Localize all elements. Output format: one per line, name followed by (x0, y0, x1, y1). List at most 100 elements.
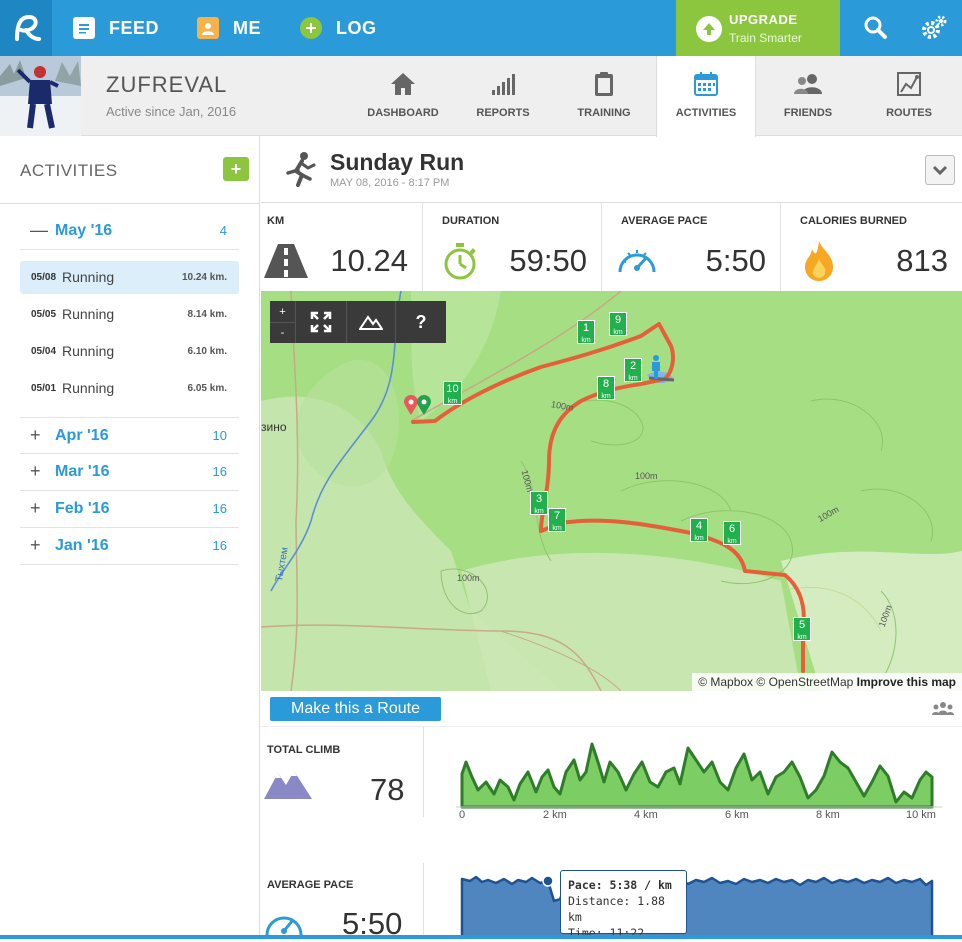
route-map[interactable]: зино Тыхтем 100m 100m 100m 100m 100m 100… (261, 291, 962, 691)
month-jan-16[interactable]: + Jan '16 16 (20, 528, 239, 565)
fullscreen-icon (310, 311, 332, 333)
stat-duration-label: DURATION (442, 215, 500, 227)
collapse-icon: — (30, 220, 48, 240)
activity-item[interactable]: 05/04 Running 6.10 km. (20, 335, 239, 368)
activity-item-selected[interactable]: 05/08 Running 10.24 km. (20, 261, 239, 294)
stat-distance-label: KM (267, 215, 285, 227)
nav-me[interactable]: ME (197, 0, 261, 56)
month-feb-16[interactable]: + Feb '16 16 (20, 491, 239, 528)
tab-reports-label: REPORTS (476, 107, 530, 119)
profile-since: Active since Jan, 2016 (106, 104, 237, 119)
axis-tick: 4 km (634, 809, 658, 821)
stat-calories-label: CALORIES BURNED (800, 215, 907, 227)
km-marker[interactable]: 10 km (443, 381, 462, 405)
km-marker[interactable]: 1 km (577, 320, 595, 344)
pace-chart (460, 875, 934, 939)
month-apr-16[interactable]: + Apr '16 10 (20, 417, 239, 454)
current-location-person-icon (652, 355, 660, 379)
month-label: Jan '16 (55, 537, 109, 554)
stat-calories: CALORIES BURNED 813 (781, 203, 962, 291)
finish-pin-icon (417, 395, 431, 415)
month-may-16[interactable]: — May '16 4 (20, 213, 239, 250)
nav-log-label: LOG (336, 17, 377, 38)
tab-dashboard-label: DASHBOARD (367, 107, 439, 119)
km-marker[interactable]: 6 km (723, 521, 741, 545)
arrow-up-icon (696, 16, 722, 42)
month-label: Apr '16 (55, 427, 109, 444)
pace-tooltip: Pace: 5:38 / km Distance: 1.88 km Time: … (560, 870, 687, 940)
add-activity-button[interactable]: + (223, 157, 249, 181)
tab-reports[interactable]: REPORTS (453, 56, 553, 136)
month-label: May '16 (55, 222, 113, 239)
map-help-button[interactable]: ? (415, 311, 427, 332)
tooltip-pace: Pace: 5:38 / km (568, 878, 672, 892)
fullscreen-button[interactable] (296, 301, 347, 343)
settings-gear-icon[interactable] (920, 14, 948, 42)
km-marker[interactable]: 3 km (530, 491, 548, 515)
nav-feed-label: FEED (109, 17, 160, 38)
km-marker[interactable]: 8 km (597, 376, 615, 400)
km-marker[interactable]: 5 km (793, 617, 811, 641)
axis-tick: 6 km (725, 809, 749, 821)
friends-icon (794, 74, 822, 94)
sidebar-title: ACTIVITIES (20, 161, 118, 180)
upgrade-button[interactable]: UPGRADE Train Smarter (676, 0, 840, 56)
terrain-button[interactable] (347, 301, 396, 343)
zoom-out-button[interactable]: - (269, 322, 296, 342)
km-marker[interactable]: 4 km (690, 518, 708, 542)
activity-options-dropdown[interactable] (925, 155, 955, 185)
search-icon[interactable] (862, 14, 890, 42)
month-label: Mar '16 (55, 463, 110, 480)
activity-distance: 10.24 km. (181, 272, 227, 283)
map-contour-label: 100m (635, 471, 658, 481)
nav-log[interactable]: LOG (300, 0, 377, 56)
zoom-controls: + - (269, 301, 296, 343)
nav-feed[interactable]: FEED (73, 0, 159, 56)
km-marker[interactable]: 2 km (624, 358, 642, 382)
activity-title: Sunday Run (330, 149, 465, 175)
zoom-in-button[interactable]: + (279, 306, 286, 318)
map-place-label: зино (261, 420, 287, 434)
tab-training[interactable]: TRAINING (554, 56, 654, 136)
activity-item[interactable]: 05/05 Running 8.14 km. (20, 298, 239, 331)
stat-distance: KM 10.24 (261, 203, 423, 291)
improve-map-link[interactable]: Improve this map (856, 675, 956, 689)
avatar[interactable] (0, 56, 81, 136)
tab-routes[interactable]: ROUTES (859, 56, 959, 136)
activity-stats: KM 10.24 DURATION 59:50 AVERAGE PACE 5:5… (261, 203, 962, 291)
activity-date: 05/05 (31, 309, 57, 320)
activity-type: Running (62, 306, 115, 322)
osm-attribution-link[interactable]: © OpenStreetMap (756, 675, 854, 689)
expand-icon: + (30, 425, 41, 445)
average-pace-section: AVERAGE PACE 5:50 Pace: 5:38 / km Distan… (261, 863, 962, 941)
make-route-button[interactable]: Make this a Route (270, 697, 441, 721)
tab-activities[interactable]: ACTIVITIES (656, 56, 756, 137)
stopwatch-icon (444, 243, 476, 280)
tab-friends[interactable]: FRIENDS (758, 56, 858, 136)
km-marker[interactable]: 7 km (548, 508, 566, 532)
km-marker[interactable]: 9 km (609, 312, 627, 336)
home-icon (391, 73, 415, 95)
month-mar-16[interactable]: + Mar '16 16 (20, 454, 239, 491)
runkeeper-logo[interactable] (0, 0, 52, 56)
nav-me-label: ME (233, 17, 261, 38)
divider (423, 863, 424, 939)
map-attribution: © Mapbox © OpenStreetMap Improve this ma… (692, 673, 962, 691)
month-count: 16 (212, 464, 227, 479)
activity-distance: 6.10 km. (187, 346, 227, 357)
activity-distance: 6.05 km. (187, 383, 227, 394)
mapbox-attribution-link[interactable]: © Mapbox (698, 675, 754, 689)
month-count: 16 (212, 538, 227, 553)
activity-date: 05/08 (31, 272, 57, 283)
group-icon[interactable] (932, 701, 954, 717)
map-contour-label: 100m (457, 573, 480, 583)
distance-road-icon (264, 244, 308, 278)
runner-icon (286, 152, 316, 187)
tab-activities-label: ACTIVITIES (675, 107, 737, 119)
bar-chart-icon (492, 74, 515, 95)
activity-type: Running (62, 380, 115, 396)
calendar-icon (694, 72, 718, 96)
tab-dashboard[interactable]: DASHBOARD (353, 56, 453, 136)
sidebar-divider (0, 203, 260, 204)
activity-item[interactable]: 05/01 Running 6.05 km. (20, 372, 239, 405)
